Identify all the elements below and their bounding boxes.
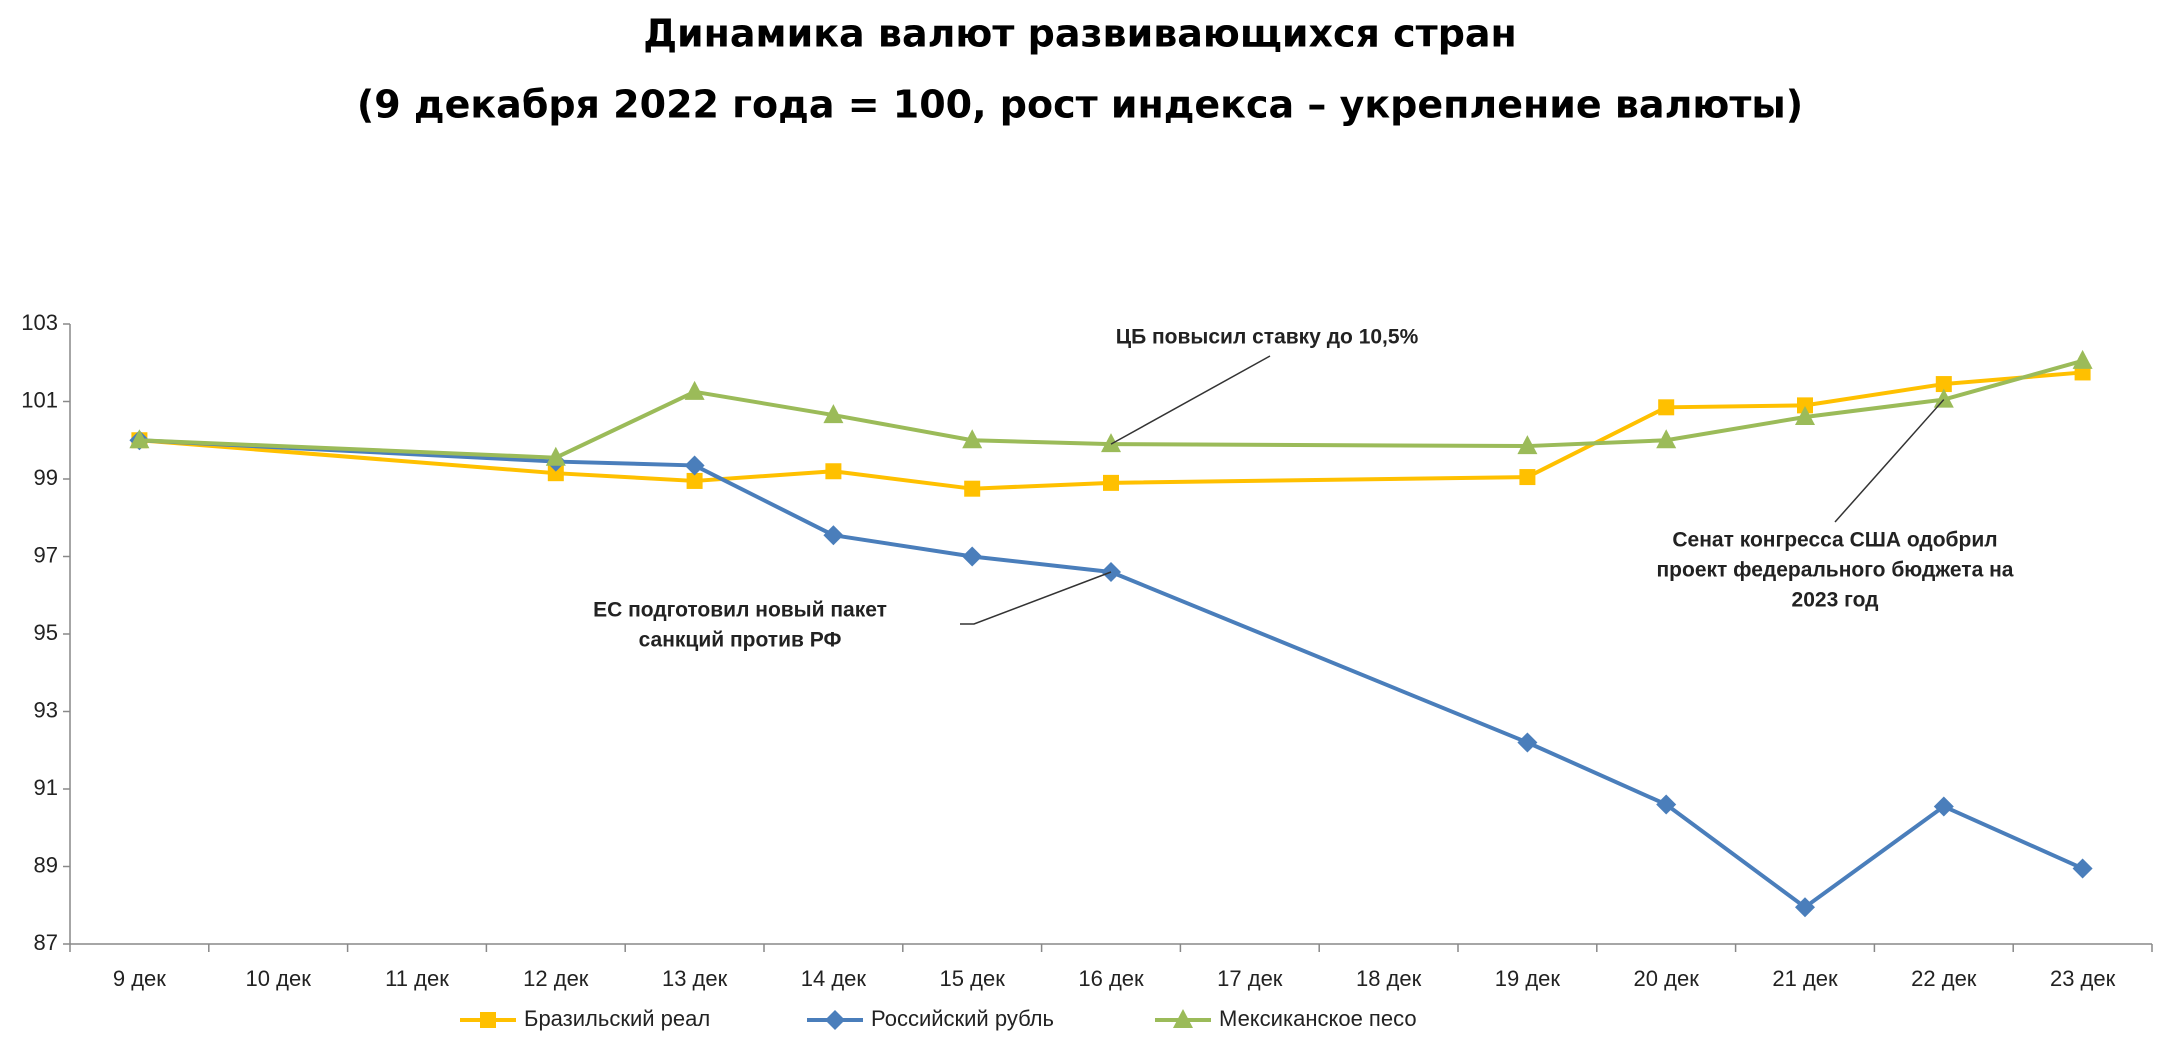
legend-label: Российский рубль [871, 1006, 1054, 1031]
line-segment [692, 389, 836, 418]
marker [1935, 376, 1952, 393]
line-segment [970, 480, 1113, 491]
x-tick-label: 9 дек [113, 966, 166, 991]
line-segment [1664, 415, 1807, 443]
marker [684, 455, 705, 476]
marker [129, 429, 150, 449]
x-tick-label: 20 дек [1634, 966, 1700, 991]
marker [1656, 429, 1677, 449]
marker [1519, 469, 1536, 486]
line-segment [1941, 804, 2085, 871]
line-segment [970, 438, 1113, 447]
marker [480, 1012, 496, 1028]
line-segment [1803, 382, 1946, 408]
y-tick-label: 97 [34, 542, 58, 567]
legend-label: Бразильский реал [524, 1006, 710, 1031]
y-tick-label: 95 [34, 620, 58, 645]
x-tick-label: 23 дек [2050, 966, 2116, 991]
marker [962, 546, 983, 567]
line-segment [1664, 802, 1807, 910]
legend-label: Мексиканское песо [1219, 1006, 1417, 1031]
x-tick-label: 18 дек [1356, 966, 1422, 991]
line-segment [831, 413, 975, 443]
marker [962, 429, 983, 449]
y-tick-label: 99 [34, 465, 58, 490]
marker [964, 480, 981, 497]
line-segment [831, 533, 975, 559]
x-tick-label: 15 дек [940, 966, 1006, 991]
y-tick-label: 91 [34, 775, 58, 800]
line-segment [692, 469, 836, 483]
marker [1103, 474, 1119, 491]
x-tick-label: 17 дек [1217, 966, 1283, 991]
x-tick-label: 14 дек [801, 966, 867, 991]
x-tick-label: 21 дек [1772, 966, 1838, 991]
marker [1101, 433, 1121, 453]
marker [823, 404, 844, 424]
line-segment [553, 389, 697, 460]
y-tick-label: 87 [34, 930, 58, 955]
x-tick-label: 12 дек [523, 966, 589, 991]
annotation-arrow [1834, 399, 1945, 523]
marker [1797, 397, 1813, 414]
annotation-text: ЦБ повысил ставку до 10,5% [1116, 326, 1419, 349]
x-tick-label: 13 дек [662, 966, 728, 991]
marker [547, 465, 564, 482]
annotation-text: 2023 год [1792, 589, 1879, 612]
line-segment [1525, 438, 1669, 449]
line-segment [1941, 358, 2085, 402]
line-segment [1803, 804, 1946, 910]
marker [1658, 399, 1675, 416]
annotation-text: проект федерального бюджета на [1657, 559, 2014, 582]
y-tick-label: 103 [21, 310, 58, 335]
marker [825, 1010, 845, 1030]
line-segment [692, 463, 836, 538]
marker [1656, 794, 1677, 815]
marker [686, 472, 703, 489]
marker [1933, 796, 1954, 817]
marker [825, 463, 842, 480]
line-segment [831, 469, 975, 491]
x-tick-label: 19 дек [1495, 966, 1561, 991]
x-tick-label: 11 дек [385, 966, 449, 991]
marker [823, 525, 844, 546]
line-segment [1525, 740, 1669, 807]
line-segment [553, 459, 697, 468]
annotation-text: Сенат конгресса США одобрил [1672, 529, 1997, 552]
line-segment [1109, 475, 1530, 485]
marker [1517, 732, 1538, 753]
x-tick-label: 10 дек [246, 966, 312, 991]
line-segment [1109, 442, 1530, 449]
marker [1795, 406, 1815, 425]
marker [684, 380, 705, 400]
x-tick-label: 22 дек [1911, 966, 1977, 991]
line-segment [1109, 570, 1530, 745]
marker [2072, 858, 2093, 879]
line-segment [1664, 403, 1807, 410]
y-tick-label: 89 [34, 852, 58, 877]
marker [1173, 1009, 1193, 1028]
marker [1933, 388, 1954, 408]
chart-subtitle: (9 декабря 2022 года = 100, рост индекса… [357, 83, 1803, 127]
y-tick-label: 93 [34, 697, 58, 722]
annotation-text: санкций против РФ [639, 629, 842, 652]
marker [545, 446, 566, 466]
line-segment [1803, 397, 1946, 419]
marker [1795, 897, 1815, 918]
annotation-arrow [1110, 355, 1271, 445]
marker [2072, 349, 2093, 369]
annotation-arrow [960, 571, 1112, 625]
x-tick-label: 16 дек [1078, 966, 1144, 991]
y-tick-label: 101 [21, 387, 58, 412]
line-segment [137, 438, 558, 460]
line-segment [970, 554, 1113, 574]
line-segment [553, 471, 697, 483]
chart-title: Динамика валют развивающихся стран [643, 12, 1517, 56]
marker [1517, 435, 1538, 455]
annotation-text: ЕС подготовил новый пакет [593, 599, 887, 622]
